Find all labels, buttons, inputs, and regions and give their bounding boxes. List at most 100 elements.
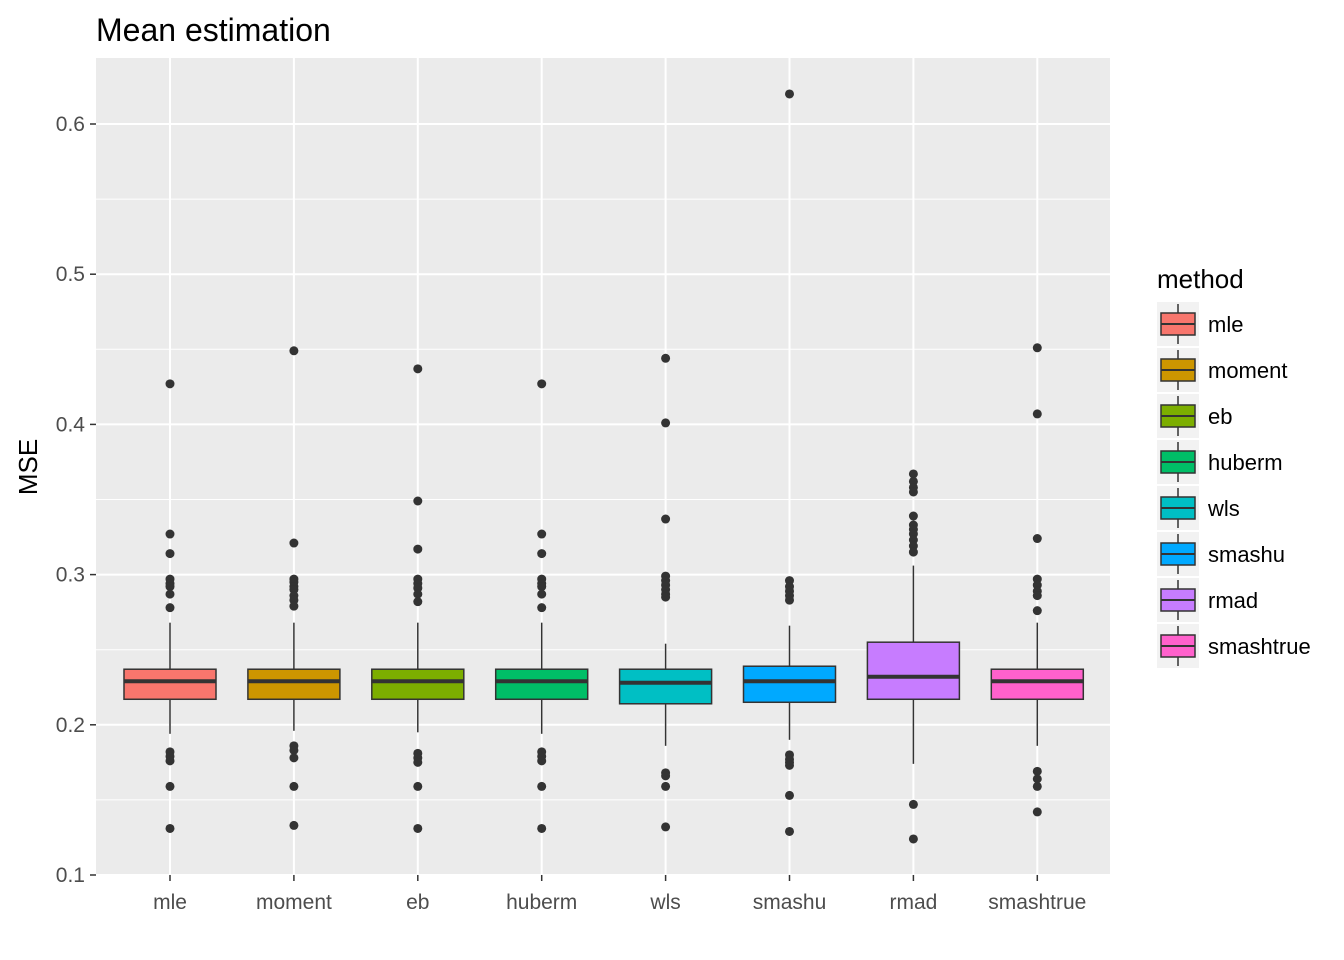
legend-item-rmad: rmad [1157,578,1258,622]
outlier-point [661,592,671,602]
outlier-point [908,799,918,809]
grid-minor [96,48,1110,801]
outlier-point [413,364,423,374]
outlier-point [537,823,547,833]
outlier-point [785,826,794,836]
outlier-point [661,781,671,791]
boxplot-smashtrue [990,343,1085,817]
x-tick-label: rmad [889,891,937,914]
grid-major [96,58,1110,876]
outlier-point [908,469,918,479]
x-tick-label: eb [406,891,429,914]
outlier-point [289,601,299,611]
outlier-point [289,820,299,830]
y-axis: 0.1 0.2 0.3 0.4 0.5 0.6 [56,113,96,887]
box-smashtrue [990,668,1085,701]
box-huberm [494,668,589,701]
outlier-point [661,353,671,363]
boxplots [123,89,1085,844]
legend-item-eb: eb [1157,394,1232,438]
outlier-point [1032,591,1042,601]
outlier-point [165,756,175,766]
outlier-point [537,582,547,592]
legend-items: mle moment eb huberm wls smashu rmad smashtrue [1157,302,1311,668]
outlier-point [1032,409,1042,419]
y-tick-label: 0.3 [56,564,85,587]
legend-label: rmad [1208,588,1258,613]
outlier-point [537,589,547,599]
boxplot-moment [247,346,341,830]
outlier-point [785,760,794,770]
outlier-point [785,89,794,99]
outlier-point [165,781,175,791]
chart-title: Mean estimation [96,12,331,48]
outlier-point [165,529,175,539]
y-tick-label: 0.1 [56,864,85,887]
outlier-point [289,745,299,755]
legend-item-wls: wls [1157,486,1240,530]
legend-item-smashu: smashu [1157,532,1285,576]
y-tick-label: 0.5 [56,263,85,286]
x-tick-label: huberm [506,891,577,914]
y-axis-title: MSE [13,439,43,495]
box-rmad [866,641,961,701]
outlier-point [289,781,299,791]
outlier-point [1032,343,1042,353]
outlier-point [413,544,423,554]
y-tick-label: 0.2 [56,714,85,737]
legend-label: smashtrue [1208,634,1311,659]
outlier-point [661,514,671,524]
y-tick-label: 0.6 [56,113,85,136]
legend-label: moment [1208,358,1287,383]
y-tick-label: 0.4 [56,413,86,436]
boxplot-eb [371,364,465,833]
legend-item-mle: mle [1157,302,1243,346]
x-tick-label: mle [153,891,187,914]
boxplot-wls [618,353,713,832]
outlier-point [661,822,671,832]
outlier-point [289,346,299,356]
outlier-point [661,771,671,781]
legend-label: eb [1208,404,1232,429]
legend-item-moment: moment [1157,348,1287,392]
outlier-point [165,823,175,833]
outlier-point [413,589,423,599]
x-axis: mle moment eb huberm wls smashu rmad smashtrue [153,875,1086,914]
outlier-point [413,496,423,506]
legend: method mle moment eb huberm wls smashu rmad sma… [1157,264,1311,668]
legend-label: mle [1208,312,1243,337]
outlier-point [908,547,918,557]
outlier-point [537,603,547,613]
outlier-point [537,756,547,766]
x-tick-label: moment [256,891,332,914]
legend-label: wls [1207,496,1240,521]
legend-title: method [1157,264,1244,294]
outlier-point [165,589,175,599]
outlier-point [1032,781,1042,791]
outlier-point [537,379,547,389]
boxplot-huberm [494,379,589,833]
legend-label: huberm [1208,450,1283,475]
outlier-point [1032,606,1042,616]
outlier-point [1032,807,1042,817]
outlier-point [1032,774,1042,784]
outlier-point [165,379,175,389]
legend-label: smashu [1208,542,1285,567]
legend-item-smashtrue: smashtrue [1157,624,1311,668]
box-eb [371,668,465,701]
outlier-point [165,549,175,559]
x-tick-label: smashtrue [988,891,1086,914]
outlier-point [908,487,918,497]
outlier-point [785,790,794,800]
outlier-point [1032,766,1042,776]
plot-panel [96,58,1110,875]
x-tick-label: wls [649,891,680,914]
outlier-point [661,418,671,428]
outlier-point [537,781,547,791]
outlier-point [537,529,547,539]
outlier-point [165,603,175,613]
boxplot-rmad [866,469,961,844]
box-mle [123,668,217,701]
outlier-point [1032,534,1042,544]
